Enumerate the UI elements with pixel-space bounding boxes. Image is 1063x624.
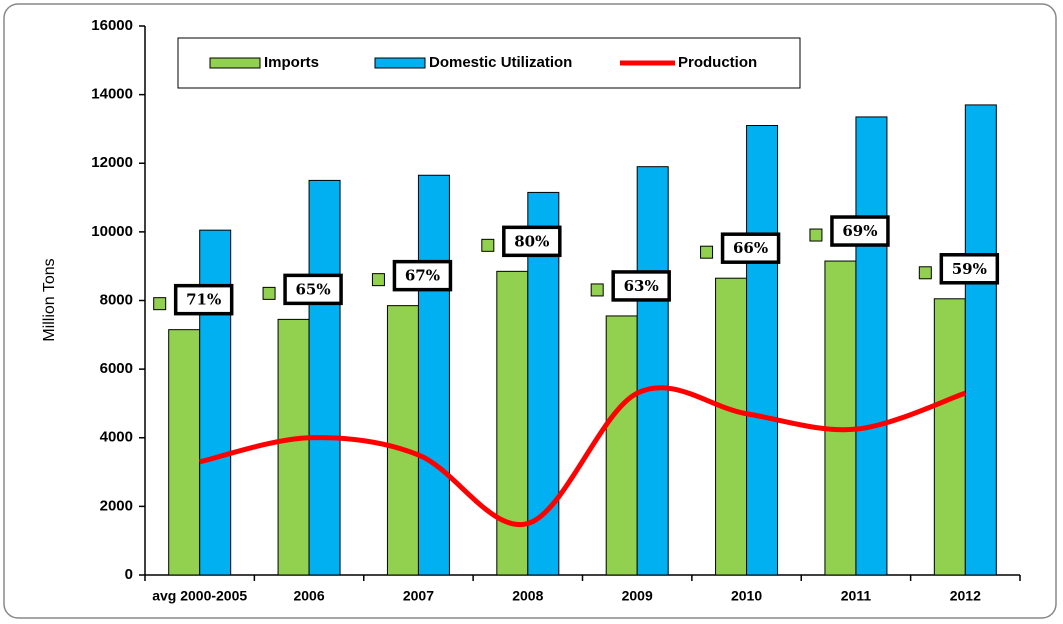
legend-swatch: [209, 57, 261, 69]
x-tick-label: 2012: [950, 588, 981, 604]
bar: [277, 318, 310, 576]
annotation-box: [392, 259, 453, 292]
y-tick-label: 12000: [91, 154, 133, 171]
legend-label: Production: [678, 54, 757, 71]
annotation: 69%: [842, 222, 877, 240]
y-tick-label: 4000: [100, 429, 133, 446]
legend: [177, 37, 801, 89]
annotation-marker: [262, 286, 276, 300]
annotation-box: [939, 253, 1000, 285]
annotation-box: [173, 283, 234, 316]
annotation-marker: [371, 273, 385, 287]
annotation-box: [283, 273, 343, 306]
bar: [308, 179, 341, 576]
x-tick-label: 2011: [841, 588, 872, 604]
bar: [746, 125, 779, 576]
annotation-marker: [590, 283, 604, 297]
bar: [636, 166, 669, 576]
annotation: 59%: [952, 260, 987, 278]
bar: [824, 260, 857, 576]
annotation: 66%: [733, 239, 768, 257]
y-tick-label: 16000: [91, 17, 133, 34]
y-tick-label: 2000: [100, 497, 133, 514]
bar: [964, 104, 997, 576]
y-tick-label: 10000: [91, 223, 133, 240]
y-tick-label: 6000: [100, 360, 133, 377]
annotation-box: [611, 270, 671, 302]
annotation-marker: [153, 297, 167, 311]
annotation-marker: [481, 238, 495, 252]
annotation-box: [830, 215, 890, 247]
x-tick-label: 2008: [512, 588, 543, 604]
bar: [168, 329, 201, 576]
x-tick-label: 2006: [293, 588, 324, 604]
bar: [417, 174, 450, 576]
x-tick-label: 2010: [731, 588, 762, 604]
x-tick-label: 2009: [622, 588, 653, 604]
annotation-box: [720, 232, 781, 264]
legend-label: Domestic Utilization: [429, 54, 572, 71]
bar: [496, 270, 529, 576]
x-tick-label: avg 2000-2005: [152, 588, 247, 604]
annotation: 65%: [295, 280, 330, 298]
line: [199, 385, 967, 528]
annotation-box: [502, 225, 562, 258]
y-tick-label: 14000: [91, 86, 133, 103]
bar: [605, 315, 638, 576]
legend-swatch: [374, 57, 426, 69]
y-tick-label: 0: [125, 566, 133, 583]
y-axis-label: Million Tons: [41, 258, 58, 341]
annotation: 71%: [186, 291, 221, 309]
bar: [715, 277, 748, 576]
y-tick-label: 8000: [100, 291, 133, 308]
x-tick-label: 2007: [403, 588, 434, 604]
annotation: 67%: [405, 267, 440, 285]
bar: [933, 298, 966, 576]
legend-label: Imports: [264, 54, 319, 71]
annotation-marker: [809, 228, 823, 242]
annotation-marker: [700, 245, 714, 259]
bar: [855, 116, 888, 576]
annotation: 63%: [624, 277, 659, 295]
bar: [199, 229, 232, 576]
bar: [386, 305, 419, 576]
annotation: 80%: [514, 232, 549, 250]
annotation-marker: [918, 266, 932, 280]
